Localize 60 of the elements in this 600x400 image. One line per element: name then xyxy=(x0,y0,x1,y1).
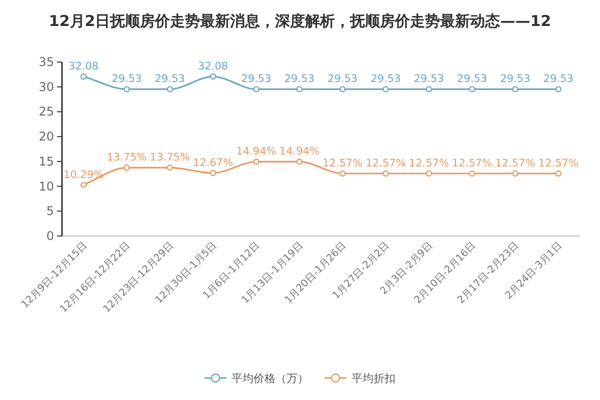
data-label: 12.67% xyxy=(193,157,234,170)
data-label: 29.53 xyxy=(241,73,272,86)
point xyxy=(210,170,216,176)
data-label: 29.53 xyxy=(543,73,574,86)
point xyxy=(339,170,346,177)
point xyxy=(512,170,518,177)
point xyxy=(80,73,87,80)
data-label: 12.57% xyxy=(495,158,536,170)
data-label: 32.08 xyxy=(198,60,228,73)
point xyxy=(512,86,518,92)
y-tick-label: 20 xyxy=(38,130,54,144)
point xyxy=(426,86,432,92)
point xyxy=(382,170,389,177)
legend-label: 平均折扣 xyxy=(352,372,396,385)
data-label: 12.57% xyxy=(538,158,578,170)
point xyxy=(166,86,174,92)
point xyxy=(339,86,346,92)
y-tick-label: 0 xyxy=(46,229,54,243)
data-label: 12.57% xyxy=(322,158,363,170)
point xyxy=(296,158,303,165)
data-label: 29.53 xyxy=(328,73,358,86)
data-label: 29.53 xyxy=(154,73,185,86)
data-label: 14.94% xyxy=(236,146,276,158)
data-label: 12.57% xyxy=(452,158,492,170)
data-label: 10.29% xyxy=(64,168,104,181)
y-tick-label: 15 xyxy=(38,154,54,168)
point xyxy=(555,170,562,177)
data-label: 29.53 xyxy=(284,73,314,86)
point xyxy=(124,164,130,171)
y-tick-label: 30 xyxy=(38,80,54,94)
data-label: 29.53 xyxy=(457,73,488,86)
point xyxy=(296,86,303,92)
point xyxy=(210,73,216,80)
point xyxy=(468,86,476,92)
data-label: 12.57% xyxy=(408,158,449,170)
y-tick-label: 10 xyxy=(38,179,54,194)
chart-title: 12月2日抚顺房价走势最新消息，深度解析，抚顺房价走势最新动态——12 xyxy=(48,12,552,30)
point xyxy=(253,158,260,165)
data-label: 29.53 xyxy=(500,73,530,86)
data-label: 32.08 xyxy=(68,60,99,73)
data-label: 13.75% xyxy=(106,152,147,164)
y-tick-label: 5 xyxy=(46,204,54,218)
point xyxy=(468,170,476,177)
point xyxy=(426,170,432,177)
legend-label: 平均价格（万） xyxy=(232,372,308,385)
y-tick-label: 25 xyxy=(38,104,54,119)
data-label: 14.94% xyxy=(279,146,320,158)
point xyxy=(555,86,562,92)
point xyxy=(124,86,130,92)
data-label: 29.53 xyxy=(370,73,401,86)
data-label: 29.53 xyxy=(112,73,142,86)
plot: 0 5 10 15 20 25 30 35 32.08 29.53 29.53 32.08 29.53 29.53 29.53 29.53 29.53 29.53 29.53 29.53 10.29% 13.75% 13.75% 12.67% 14.94% 14.94% 12.57% 12.57% 12.57% 12.57% 12.57% 12.57% xyxy=(38,55,580,243)
data-label: 13.75% xyxy=(150,152,190,164)
data-label: 29.53 xyxy=(414,73,444,86)
y-tick-label: 35 xyxy=(38,55,54,69)
point xyxy=(253,86,260,92)
point xyxy=(80,182,87,188)
data-label: 12.57% xyxy=(366,158,406,170)
point xyxy=(382,86,389,92)
point xyxy=(166,164,174,171)
